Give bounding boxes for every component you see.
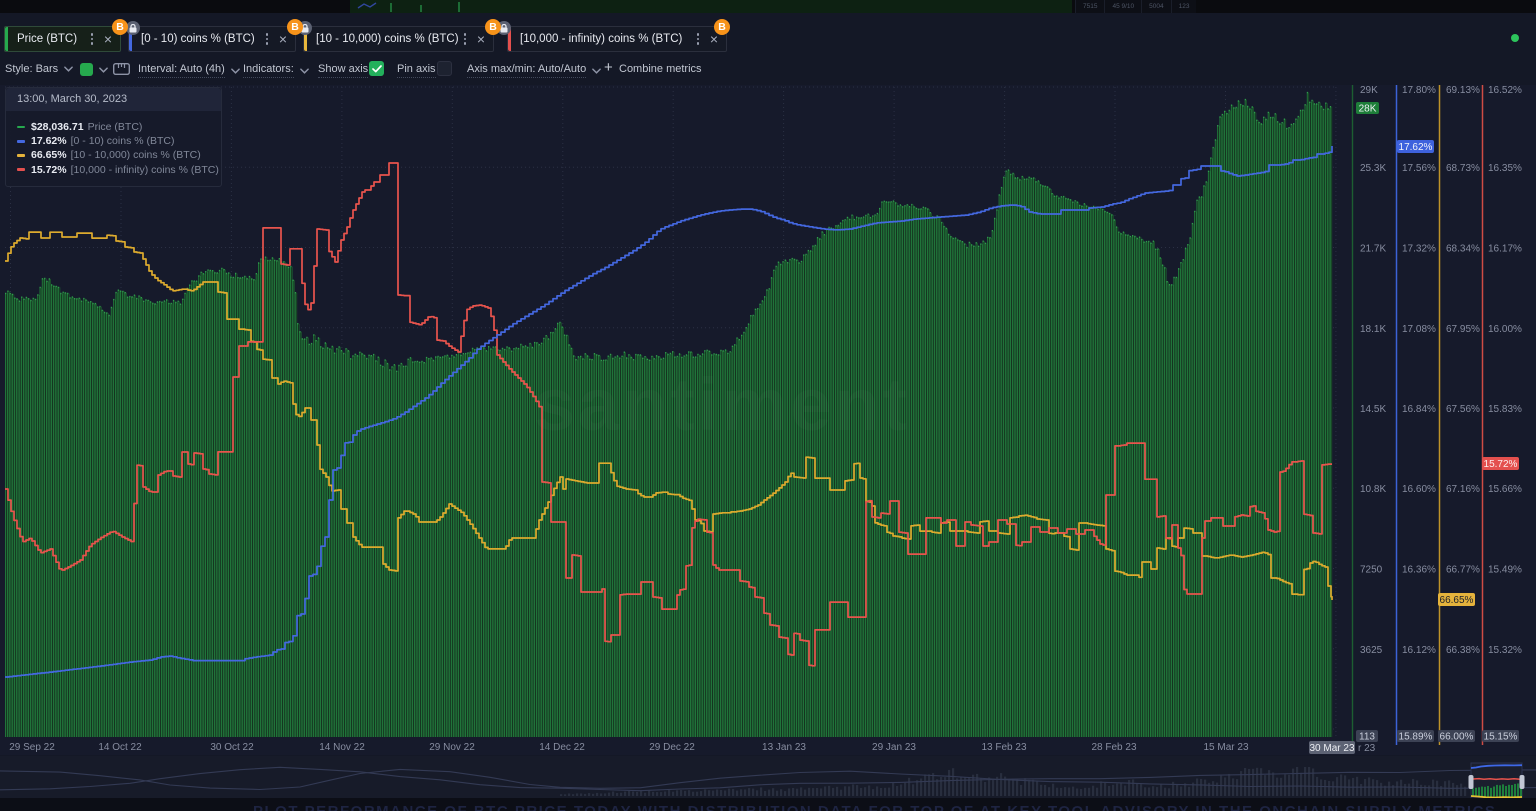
- svg-text:16.12%: 16.12%: [1402, 645, 1436, 656]
- svg-text:13 Jan 23: 13 Jan 23: [762, 742, 806, 753]
- svg-text:113: 113: [1359, 732, 1375, 743]
- svg-text:15.49%: 15.49%: [1488, 565, 1522, 576]
- svg-text:15.66%: 15.66%: [1488, 484, 1522, 495]
- svg-text:69.13%: 69.13%: [1446, 85, 1480, 96]
- svg-text:15.32%: 15.32%: [1488, 645, 1522, 656]
- svg-text:17.56%: 17.56%: [1402, 163, 1436, 174]
- svg-text:30 Mar 23: 30 Mar 23: [1309, 743, 1354, 754]
- svg-text:66.00%: 66.00%: [1440, 732, 1474, 743]
- svg-text:67.56%: 67.56%: [1446, 404, 1480, 415]
- svg-text:14.5K: 14.5K: [1360, 404, 1386, 415]
- svg-text:14 Dec 22: 14 Dec 22: [539, 742, 585, 753]
- svg-text:14 Oct 22: 14 Oct 22: [98, 742, 142, 753]
- svg-text:16.00%: 16.00%: [1488, 324, 1522, 335]
- svg-text:29 Sep 22: 29 Sep 22: [9, 742, 55, 753]
- svg-text:16.84%: 16.84%: [1402, 404, 1436, 415]
- svg-text:santiment: santiment: [534, 363, 911, 446]
- svg-text:67.95%: 67.95%: [1446, 324, 1480, 335]
- svg-text:7250: 7250: [1360, 565, 1383, 576]
- svg-text:15 Mar 23: 15 Mar 23: [1203, 742, 1248, 753]
- svg-text:16.60%: 16.60%: [1402, 484, 1436, 495]
- svg-text:15.72%: 15.72%: [1484, 459, 1518, 470]
- svg-text:17.32%: 17.32%: [1402, 244, 1436, 255]
- svg-text:66.65%: 66.65%: [1440, 595, 1474, 606]
- svg-text:29 Dec 22: 29 Dec 22: [649, 742, 695, 753]
- svg-text:29 Nov 22: 29 Nov 22: [429, 742, 475, 753]
- svg-text:68.73%: 68.73%: [1446, 163, 1480, 174]
- svg-text:67.16%: 67.16%: [1446, 484, 1480, 495]
- svg-text:25.3K: 25.3K: [1360, 163, 1386, 174]
- svg-text:66.77%: 66.77%: [1446, 565, 1480, 576]
- svg-text:10.8K: 10.8K: [1360, 484, 1386, 495]
- svg-text:30 Oct 22: 30 Oct 22: [210, 742, 254, 753]
- svg-text:28 Feb 23: 28 Feb 23: [1091, 742, 1136, 753]
- svg-text:r 23: r 23: [1358, 743, 1376, 754]
- svg-text:28K: 28K: [1359, 104, 1377, 115]
- svg-text:17.62%: 17.62%: [1399, 142, 1433, 153]
- svg-text:16.52%: 16.52%: [1488, 85, 1522, 96]
- svg-text:29K: 29K: [1360, 85, 1378, 96]
- svg-text:13 Feb 23: 13 Feb 23: [981, 742, 1026, 753]
- svg-text:15.89%: 15.89%: [1399, 732, 1433, 743]
- svg-text:16.36%: 16.36%: [1402, 565, 1436, 576]
- svg-text:68.34%: 68.34%: [1446, 244, 1480, 255]
- svg-text:17.80%: 17.80%: [1402, 85, 1436, 96]
- svg-text:15.15%: 15.15%: [1484, 732, 1518, 743]
- svg-text:16.17%: 16.17%: [1488, 244, 1522, 255]
- svg-text:15.83%: 15.83%: [1488, 404, 1522, 415]
- svg-text:21.7K: 21.7K: [1360, 244, 1386, 255]
- svg-text:16.35%: 16.35%: [1488, 163, 1522, 174]
- svg-text:3625: 3625: [1360, 645, 1383, 656]
- svg-text:17.08%: 17.08%: [1402, 324, 1436, 335]
- svg-text:14 Nov 22: 14 Nov 22: [319, 742, 365, 753]
- svg-text:29 Jan 23: 29 Jan 23: [872, 742, 916, 753]
- svg-text:18.1K: 18.1K: [1360, 324, 1386, 335]
- svg-text:66.38%: 66.38%: [1446, 645, 1480, 656]
